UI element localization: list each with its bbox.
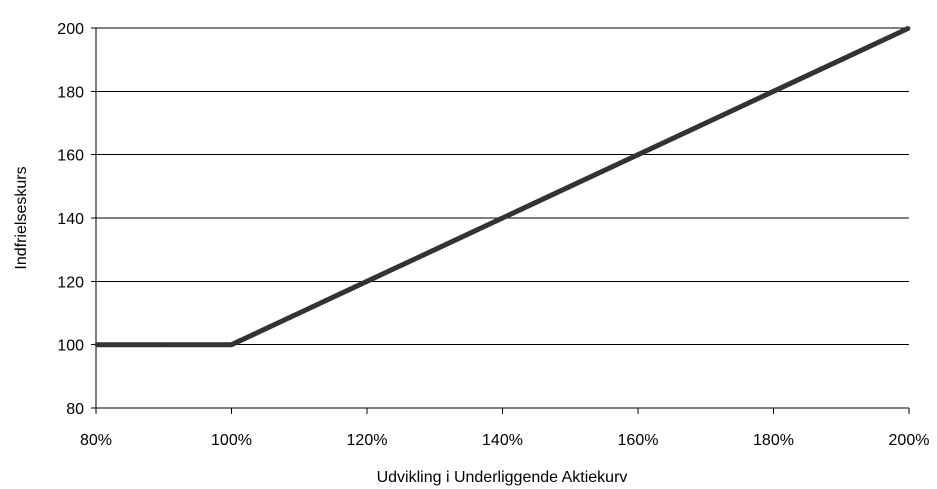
y-tick-label-3: 140: [57, 211, 84, 228]
data-point-0-1: [162, 343, 166, 347]
x-tick-label-0: 80%: [80, 432, 112, 449]
y-tick-label-4: 160: [57, 148, 84, 165]
x-tick-label-2: 120%: [347, 432, 388, 449]
y-axis-title: Indfrielseskurs: [13, 166, 30, 269]
data-point-0-3: [297, 311, 301, 315]
y-tick-label-5: 180: [57, 84, 84, 101]
data-point-0-4: [365, 279, 369, 283]
data-point-0-0: [94, 343, 98, 347]
gridlines: [96, 27, 909, 346]
tick-labels: 80 100 120 140 160 180 200 80% 100% 120% 140% 160% 1…: [57, 21, 929, 449]
data-point-0-10: [772, 89, 775, 93]
x-tick-label-4: 160%: [618, 432, 659, 449]
data-point-0-8: [636, 153, 640, 157]
data-point-0-9: [704, 121, 708, 125]
y-tick-label-1: 100: [57, 338, 84, 355]
data-point-0-11: [839, 58, 843, 62]
data-point-0-2: [230, 343, 233, 347]
x-tick-label-5: 180%: [753, 432, 794, 449]
x-axis-title: Udvikling i Underliggende Aktiekurv: [377, 469, 628, 486]
series-group: [94, 25, 911, 348]
data-point-0-5: [433, 248, 437, 252]
x-tick-label-3: 140%: [482, 432, 523, 449]
x-tick-label-6: 200%: [889, 432, 930, 449]
y-tick-label-0: 80: [66, 401, 84, 418]
y-tick-label-6: 200: [57, 21, 84, 38]
series-line-0: [96, 25, 911, 348]
data-point-0-6: [501, 216, 504, 220]
data-point-0-7: [568, 184, 572, 188]
y-tick-label-2: 120: [57, 274, 84, 291]
x-tick-label-1: 100%: [211, 432, 252, 449]
data-point-0-12: [907, 26, 911, 30]
